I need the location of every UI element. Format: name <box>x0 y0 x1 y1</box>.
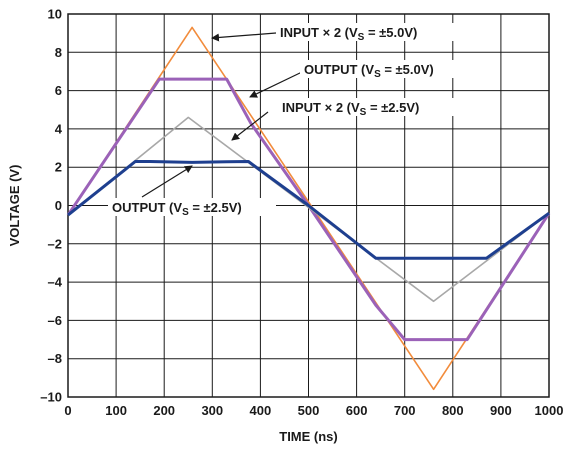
series-line-1 <box>66 77 551 342</box>
annotation-output-5v-arrow <box>249 71 303 98</box>
series-group <box>66 26 551 391</box>
y-tick-label: –2 <box>48 236 62 251</box>
x-tick-label: 0 <box>64 403 71 418</box>
annotation-output-2-5v-bg <box>108 198 276 216</box>
x-tick-label: 800 <box>442 403 464 418</box>
annotation-output-5v-bg <box>300 60 470 78</box>
x-tick-label: 700 <box>394 403 416 418</box>
annotation-output-2-5v: OUTPUT (VS = ±2.5V) <box>108 165 276 218</box>
x-tick-label: 900 <box>490 403 512 418</box>
x-tick-label: 400 <box>250 403 272 418</box>
annotation-input-5v-arrow <box>211 32 277 42</box>
y-tick-label: –6 <box>48 313 62 328</box>
y-tick-labels: –10 –8 –6 –4 –2 0 2 4 6 8 10 <box>40 7 62 405</box>
annotations: INPUT × 2 (VS = ±5.0V) OUTPUT (VS = ±5.0… <box>108 23 470 218</box>
y-tick-label: –10 <box>40 390 62 405</box>
plot-frame <box>67 13 550 398</box>
annotation-input-5v-label: INPUT × 2 (VS = ±5.0V) <box>280 25 417 43</box>
annotation-input-2-5v-label: INPUT × 2 (VS = ±2.5V) <box>282 100 419 118</box>
y-tick-label: –8 <box>48 351 62 366</box>
x-tick-label: 500 <box>298 403 320 418</box>
annotation-input-2-5v-arrow <box>231 111 269 141</box>
y-tick-label: 10 <box>48 7 62 22</box>
annotation-output-2-5v-label: OUTPUT (VS = ±2.5V) <box>112 200 242 218</box>
x-tick-label: 200 <box>153 403 175 418</box>
x-tick-label: 1000 <box>535 403 564 418</box>
annotation-output-5v-label: OUTPUT (VS = ±5.0V) <box>304 62 434 80</box>
annotation-output-2-5v-arrow <box>141 165 193 198</box>
annotation-input-5v-bg <box>276 23 458 41</box>
y-tick-label: 4 <box>55 121 63 136</box>
y-tick-label: 2 <box>55 160 62 175</box>
annotation-input-2-5v-bg <box>278 98 460 116</box>
x-tick-label: 300 <box>201 403 223 418</box>
x-tick-label: 600 <box>346 403 368 418</box>
y-axis-label: VOLTAGE (V) <box>7 165 22 247</box>
y-tick-label: 8 <box>55 45 62 60</box>
y-tick-label: –4 <box>48 275 63 290</box>
y-tick-label: 0 <box>55 198 62 213</box>
x-axis-label: TIME (ns) <box>279 429 338 444</box>
x-tick-labels: 0 100 200 300 400 500 600 700 800 900 1000 <box>64 403 563 418</box>
annotation-output-5v: OUTPUT (VS = ±5.0V) <box>249 60 470 98</box>
x-tick-label: 100 <box>105 403 127 418</box>
y-tick-label: 6 <box>55 83 62 98</box>
annotation-input-2-5v: INPUT × 2 (VS = ±2.5V) <box>231 98 460 141</box>
annotation-input-5v: INPUT × 2 (VS = ±5.0V) <box>211 23 458 43</box>
series-line-3 <box>67 160 550 260</box>
